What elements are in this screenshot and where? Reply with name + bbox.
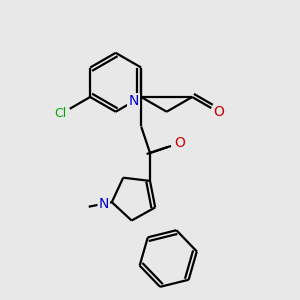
Text: O: O xyxy=(128,94,139,108)
Text: O: O xyxy=(174,136,185,150)
Text: O: O xyxy=(214,106,224,119)
Text: N: N xyxy=(99,197,109,211)
Text: Cl: Cl xyxy=(55,107,67,120)
Text: N: N xyxy=(128,94,139,108)
